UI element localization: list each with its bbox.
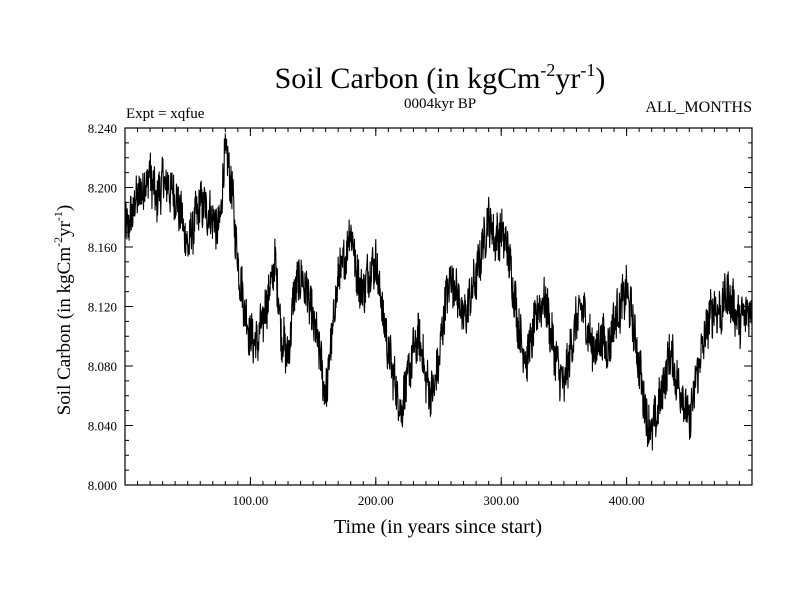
y-axis-label: Soil Carbon (in kgCm-2yr-1) — [51, 205, 75, 416]
series-line — [124, 133, 753, 451]
y-tick-label: 8.240 — [88, 121, 117, 136]
y-tick-label: 8.120 — [88, 300, 117, 315]
x-axis-label: Time (in years since start) — [334, 516, 542, 538]
y-axis-label-sup2: -1 — [51, 211, 65, 221]
y-axis-label-end: ) — [54, 205, 75, 211]
x-tick-label: 300.00 — [483, 493, 519, 508]
y-tick-label: 8.080 — [88, 359, 117, 374]
period-label: 0004kyr BP — [404, 96, 476, 112]
x-tick-label: 100.00 — [233, 493, 269, 508]
y-tick-label: 8.000 — [88, 478, 117, 493]
chart-title-sup1: -2 — [540, 60, 555, 80]
y-axis-label-mid: yr — [54, 220, 75, 237]
x-tick-label: 200.00 — [358, 493, 394, 508]
chart-title-mid: yr — [555, 62, 580, 95]
series-group — [124, 133, 753, 451]
x-tick-label: 400.00 — [609, 493, 645, 508]
y-axis-label-text: Soil Carbon (in kgCm — [54, 247, 75, 416]
y-tick-label: 8.200 — [88, 181, 117, 196]
experiment-label: Expt = xqfue — [126, 106, 205, 122]
y-tick-label: 8.040 — [88, 419, 117, 434]
plot-frame — [124, 127, 753, 486]
y-tick-label: 8.160 — [88, 240, 117, 255]
chart-title-text: Soil Carbon (in kgCm — [275, 62, 541, 95]
months-label: ALL_MONTHS — [645, 99, 752, 116]
chart-title-end: ) — [595, 62, 605, 95]
chart-title-sup2: -1 — [580, 60, 595, 80]
x-axis-ticks: 100.00 200.00 300.00 400.00 — [124, 128, 753, 508]
y-axis-label-sup1: -2 — [51, 237, 65, 247]
chart-title: Soil Carbon (in kgCm-2yr-1) — [275, 60, 606, 95]
